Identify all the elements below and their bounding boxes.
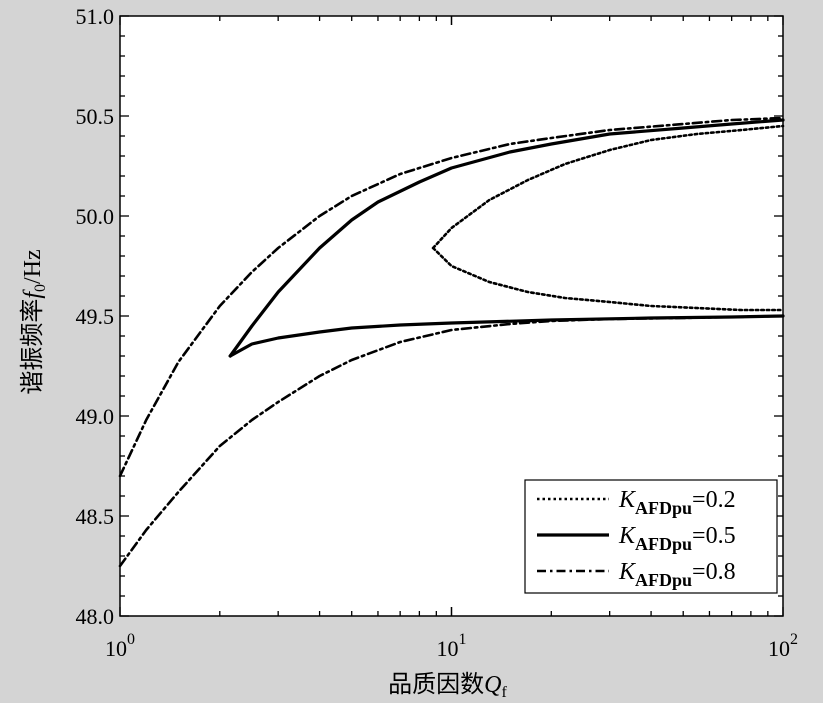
- ticks-layer: 48.0 48.5 49.0 49.5 50.0 50.5 51.0 100 101 102: [76, 4, 799, 661]
- legend-label-3: KAFDpu=0.8: [618, 559, 736, 590]
- y-tick-label: 50.5: [76, 104, 115, 129]
- legend: KAFDpu=0.2 KAFDpu=0.5 KAFDpu=0.8: [524, 479, 778, 594]
- legend-label-1: KAFDpu=0.2: [618, 487, 736, 518]
- x-tick-label: 100: [105, 631, 135, 661]
- y-tick-label: 51.0: [76, 4, 115, 29]
- y-tick-label: 49.5: [76, 304, 115, 329]
- series-1-lower-branch: [431, 246, 785, 312]
- series-1-upper-branch: [431, 124, 785, 250]
- x-tick-label: 102: [768, 631, 798, 661]
- y-tick-label: 48.5: [76, 504, 115, 529]
- y-tick-label: 50.0: [76, 204, 115, 229]
- series-3-lower-branch: [118, 314, 785, 568]
- y-tick-label: 48.0: [76, 604, 115, 629]
- y-axis-label: 谐振频率f0/Hz: [19, 249, 49, 394]
- y-tick-label: 49.0: [76, 404, 115, 429]
- series-layer: [118, 116, 785, 568]
- series-2-upper-branch: [228, 118, 785, 358]
- series-3-upper-branch: [118, 116, 785, 478]
- x-tick-label: 101: [437, 631, 467, 661]
- x-axis-label: 品质因数Qf: [388, 671, 507, 701]
- legend-label-2: KAFDpu=0.5: [618, 523, 736, 554]
